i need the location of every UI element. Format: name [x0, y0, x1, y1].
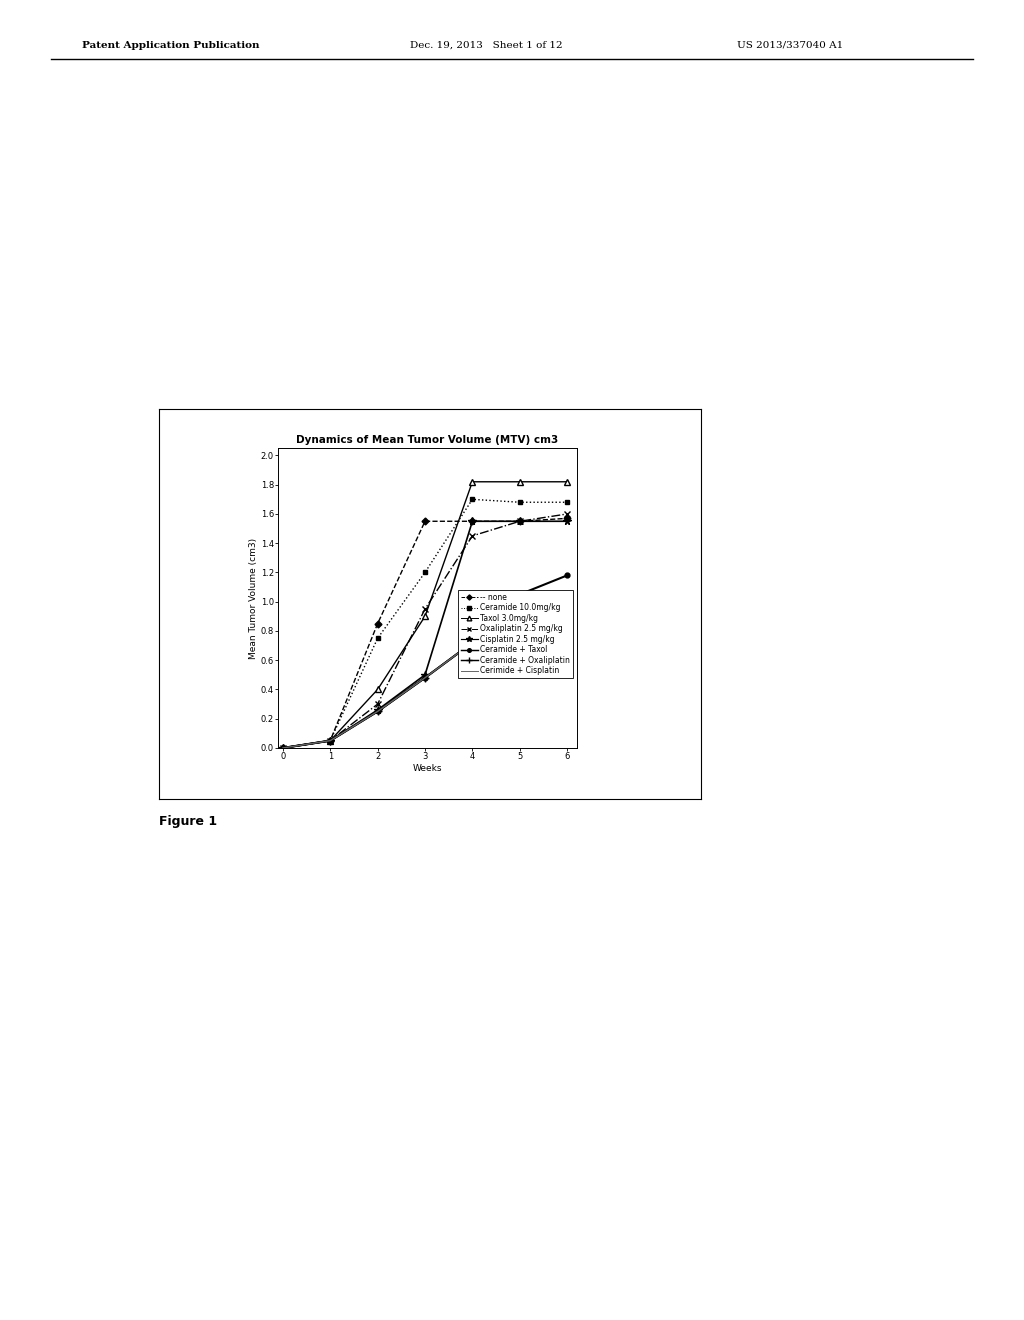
Text: US 2013/337040 A1: US 2013/337040 A1: [737, 41, 844, 50]
Text: Dec. 19, 2013   Sheet 1 of 12: Dec. 19, 2013 Sheet 1 of 12: [410, 41, 562, 50]
Text: Patent Application Publication: Patent Application Publication: [82, 41, 259, 50]
Text: Figure 1: Figure 1: [159, 814, 217, 828]
